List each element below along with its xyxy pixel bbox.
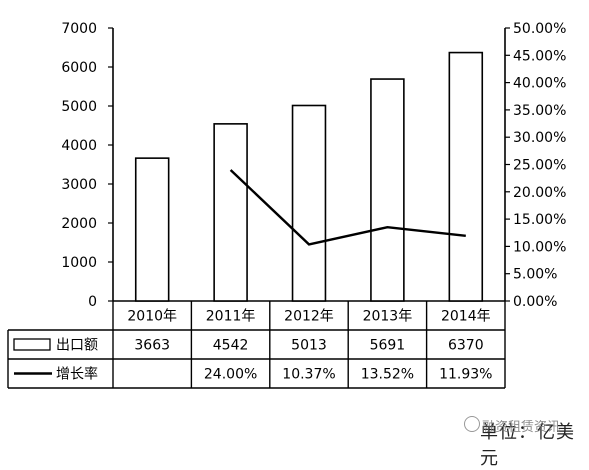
data-label: 5013 (291, 338, 327, 354)
bar (136, 158, 169, 301)
right-tick-label: 50.00% (513, 21, 566, 37)
data-label: 3663 (134, 338, 170, 354)
bar (449, 53, 482, 301)
right-tick-label: 40.00% (513, 76, 566, 92)
left-tick-label: 0 (88, 294, 97, 310)
data-label: 5691 (370, 338, 406, 354)
data-label: 13.52% (361, 367, 414, 383)
right-tick-label: 10.00% (513, 239, 566, 255)
data-label: 6370 (448, 338, 484, 354)
data-label: 10.37% (282, 367, 335, 383)
bar (371, 79, 404, 301)
category-label: 2010年 (127, 309, 177, 325)
bar-series-export-value (136, 53, 483, 301)
left-tick-label: 6000 (61, 60, 97, 76)
bar (214, 124, 247, 301)
category-label: 2012年 (284, 309, 334, 325)
category-label: 2014年 (441, 309, 491, 325)
left-tick-label: 2000 (61, 216, 97, 232)
legend-series-name: 增长率 (56, 366, 98, 383)
left-tick-label: 5000 (61, 99, 97, 115)
combo-chart: 0 1000 2000 3000 4000 5000 6000 7000 0.00% 5.00%… (0, 0, 589, 447)
data-label: 11.93% (439, 367, 492, 383)
right-tick-label: 25.00% (513, 158, 566, 174)
right-tick-label: 20.00% (513, 185, 566, 201)
right-tick-label: 30.00% (513, 130, 566, 146)
line-series-growth-rate (231, 170, 466, 244)
left-tick-label: 3000 (61, 177, 97, 193)
category-label: 2013年 (363, 309, 413, 325)
brand-watermark: 融资租赁资讯 (482, 416, 560, 435)
right-tick-label: 35.00% (513, 103, 566, 119)
growth-rate-line (231, 170, 466, 244)
legend-series-name: 出口额 (56, 338, 98, 354)
left-axis-ticks: 0 1000 2000 3000 4000 5000 6000 7000 (61, 21, 113, 310)
data-label: 24.00% (204, 367, 257, 383)
bar (293, 105, 326, 301)
right-tick-label: 5.00% (513, 267, 557, 283)
left-tick-label: 7000 (61, 21, 97, 37)
left-tick-label: 4000 (61, 138, 97, 154)
category-label: 2011年 (206, 309, 256, 325)
right-tick-label: 0.00% (513, 294, 557, 310)
right-tick-label: 15.00% (513, 212, 566, 228)
left-tick-label: 1000 (61, 255, 97, 271)
right-axis-ticks: 0.00% 5.00% 10.00% 15.00% 20.00% 25.00% 30.00%… (505, 21, 566, 310)
right-tick-label: 45.00% (513, 48, 566, 64)
legend-bar-swatch (14, 339, 50, 350)
data-label: 4542 (213, 338, 249, 354)
watermark: 单位：亿美元 融资租赁资讯 (478, 416, 588, 444)
